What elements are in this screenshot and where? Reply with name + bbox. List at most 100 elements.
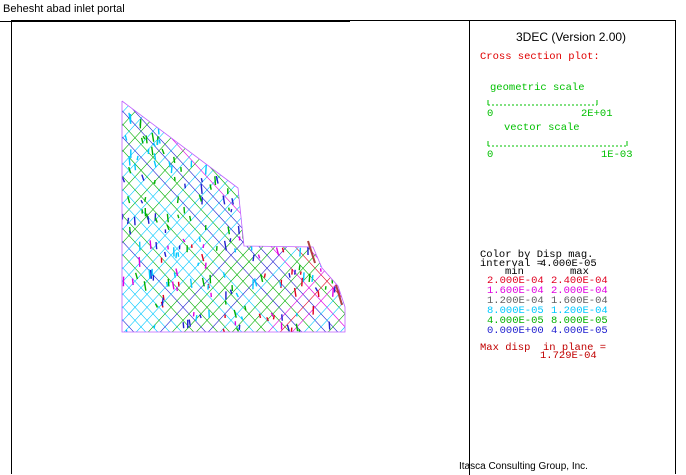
mesh-segment <box>237 113 240 120</box>
mesh-segment <box>122 101 299 332</box>
mesh-segment <box>141 174 145 181</box>
mesh-segment <box>279 282 282 287</box>
mesh-segment <box>380 91 468 341</box>
mesh-segment <box>187 101 345 332</box>
mesh-segment <box>380 91 468 341</box>
mesh-segment <box>138 256 141 267</box>
mesh-segment <box>209 184 212 190</box>
mesh-segment <box>156 139 159 146</box>
mesh-segment <box>255 217 259 222</box>
mesh-segment <box>199 101 345 332</box>
vector-scale-max: 1E-03 <box>601 149 633 161</box>
mesh-segment <box>122 101 191 332</box>
color-row-max: 8.000E-05 <box>551 315 608 327</box>
mesh-segment <box>122 101 335 332</box>
mesh-segment <box>227 226 231 235</box>
mesh-segment <box>334 180 338 189</box>
mesh-segment <box>283 101 345 332</box>
mesh-segment <box>153 160 157 168</box>
mesh-segment <box>198 236 201 242</box>
mesh-segment <box>122 101 215 332</box>
mesh-segment <box>334 174 338 184</box>
mesh-segment <box>271 152 275 163</box>
mesh-segment <box>257 254 261 259</box>
mesh-segment <box>197 262 200 266</box>
mesh-segment <box>286 324 290 332</box>
mesh-segment <box>288 273 291 278</box>
mesh-segment <box>136 155 139 161</box>
mesh-segment <box>228 207 230 211</box>
color-row-min: 2.000E-04 <box>487 275 544 287</box>
mesh-segment <box>272 314 275 320</box>
mesh-segment <box>178 127 182 133</box>
mesh-segment <box>122 101 167 332</box>
mesh-segment <box>200 178 203 183</box>
mesh-segment <box>163 101 345 332</box>
mesh-segment <box>154 303 159 308</box>
geometric-scale-bar <box>487 100 598 106</box>
mesh-segment <box>220 122 223 133</box>
mesh-segment <box>331 101 345 332</box>
mesh-segment <box>192 119 195 128</box>
mesh-segment <box>271 164 275 171</box>
mesh-segment <box>12 91 118 341</box>
mesh-segment <box>416 91 468 341</box>
mesh-segment <box>320 199 324 207</box>
geometric-scale-max: 2E+01 <box>581 108 613 120</box>
mesh-segment <box>140 137 144 144</box>
plot-kind: Cross section plot: <box>480 51 600 63</box>
mesh-segment <box>290 327 293 332</box>
mesh-segment <box>183 206 186 214</box>
mesh-segment <box>222 272 226 278</box>
mesh-segment <box>258 313 262 319</box>
mesh-segment <box>161 117 164 127</box>
mesh-segment <box>215 175 219 184</box>
mesh-segment <box>317 167 320 174</box>
mesh-segment <box>223 101 345 332</box>
mesh-segment <box>253 278 258 287</box>
mesh-segment <box>302 218 305 226</box>
mesh-segment <box>246 233 250 238</box>
mesh-segment <box>122 101 345 332</box>
mesh-segment <box>269 122 273 127</box>
mesh-segment <box>319 202 323 207</box>
mesh-segment <box>292 152 295 159</box>
geometric-scale-min: 0 <box>487 108 494 120</box>
mesh-segment <box>214 176 217 186</box>
mesh-segment <box>347 109 348 112</box>
mesh-segment <box>332 139 335 146</box>
mesh-segment <box>440 91 468 341</box>
mesh-segment <box>153 153 157 160</box>
mesh-segment <box>310 112 313 119</box>
mesh-segment <box>204 262 207 269</box>
mesh-segment <box>223 125 226 131</box>
mesh-segment <box>12 91 106 341</box>
mesh-segment <box>271 185 275 193</box>
mesh-segment <box>299 271 302 275</box>
mesh-segment <box>12 91 106 341</box>
mesh-segment <box>318 143 322 148</box>
mesh-segment <box>234 248 237 253</box>
mesh-segment <box>240 316 244 320</box>
mesh-segment <box>140 199 144 204</box>
mesh-segment <box>276 132 281 141</box>
mesh-segment <box>235 101 345 332</box>
mesh-segment <box>173 107 177 116</box>
mesh-segment <box>392 91 468 341</box>
mesh-segment <box>176 196 180 204</box>
mesh-segment <box>199 314 202 319</box>
mesh-segment <box>283 198 287 205</box>
mesh-segment <box>274 167 277 177</box>
mesh-segment <box>151 146 154 156</box>
mesh-segment <box>131 278 134 286</box>
mesh-segment <box>201 277 205 287</box>
mesh-segment <box>12 91 118 341</box>
mesh-segment <box>325 226 328 236</box>
mesh-segment <box>223 240 227 251</box>
mesh-segment <box>303 118 307 128</box>
mesh-segment <box>12 91 94 341</box>
mesh-segment <box>151 101 345 332</box>
mesh-segment <box>281 204 285 210</box>
mesh-segment <box>166 213 169 223</box>
mesh-segment <box>294 178 298 187</box>
